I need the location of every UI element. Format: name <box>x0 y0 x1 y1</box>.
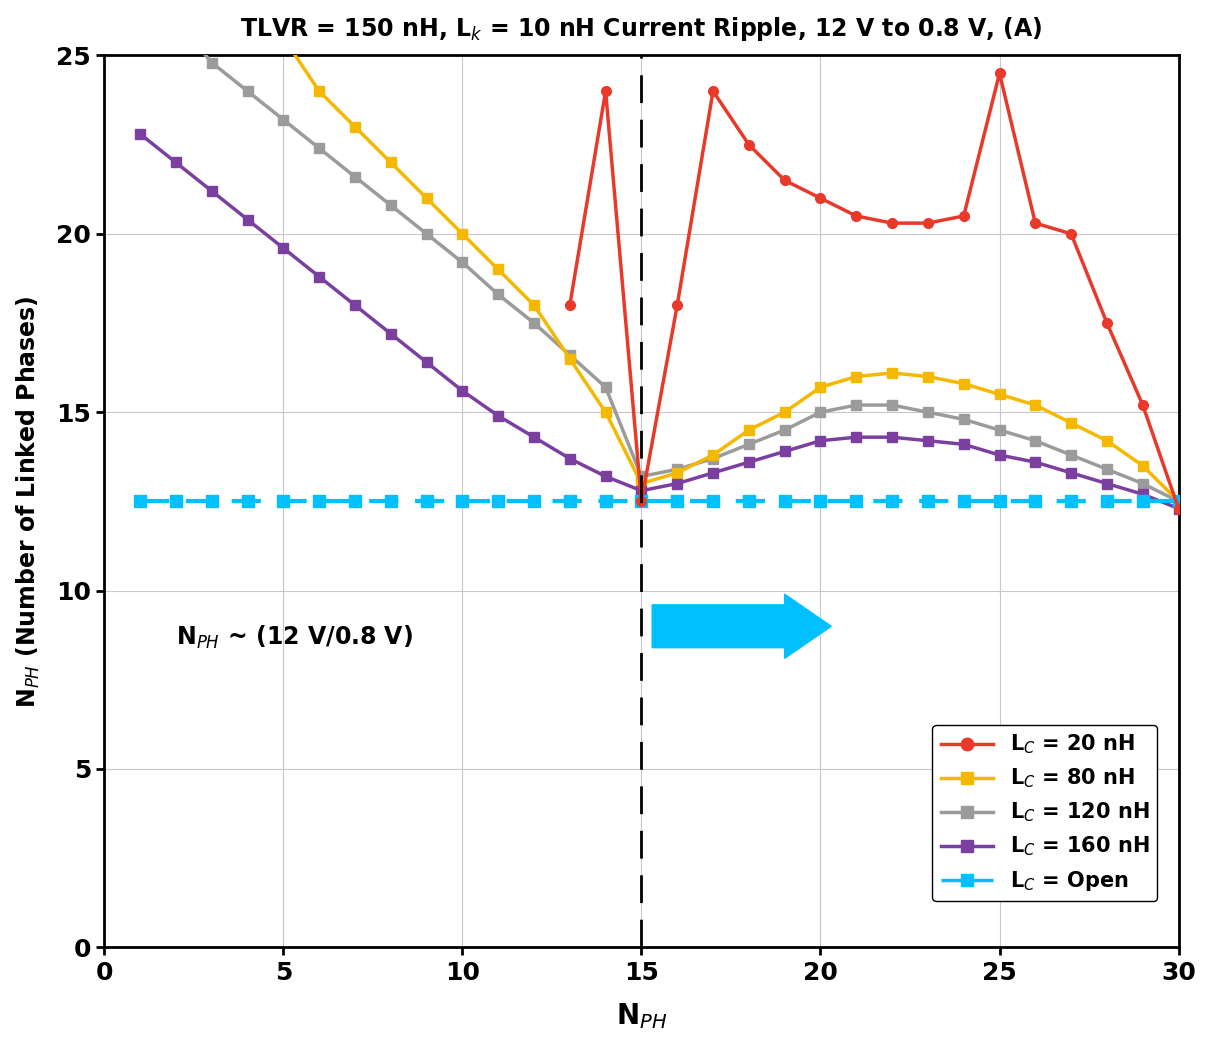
Title: TLVR = 150 nH, L$_k$ = 10 nH Current Ripple, 12 V to 0.8 V, (A): TLVR = 150 nH, L$_k$ = 10 nH Current Rip… <box>240 15 1043 43</box>
Legend: L$_C$ = 20 nH, L$_C$ = 80 nH, L$_C$ = 120 nH, L$_C$ = 160 nH, L$_C$ = Open: L$_C$ = 20 nH, L$_C$ = 80 nH, L$_C$ = 12… <box>932 725 1158 902</box>
X-axis label: N$_{PH}$: N$_{PH}$ <box>615 1001 667 1031</box>
Text: N$_{PH}$ ~ (12 V/0.8 V): N$_{PH}$ ~ (12 V/0.8 V) <box>176 623 413 651</box>
Y-axis label: N$_{PH}$ (Number of Linked Phases): N$_{PH}$ (Number of Linked Phases) <box>15 295 42 708</box>
FancyArrow shape <box>653 594 831 658</box>
